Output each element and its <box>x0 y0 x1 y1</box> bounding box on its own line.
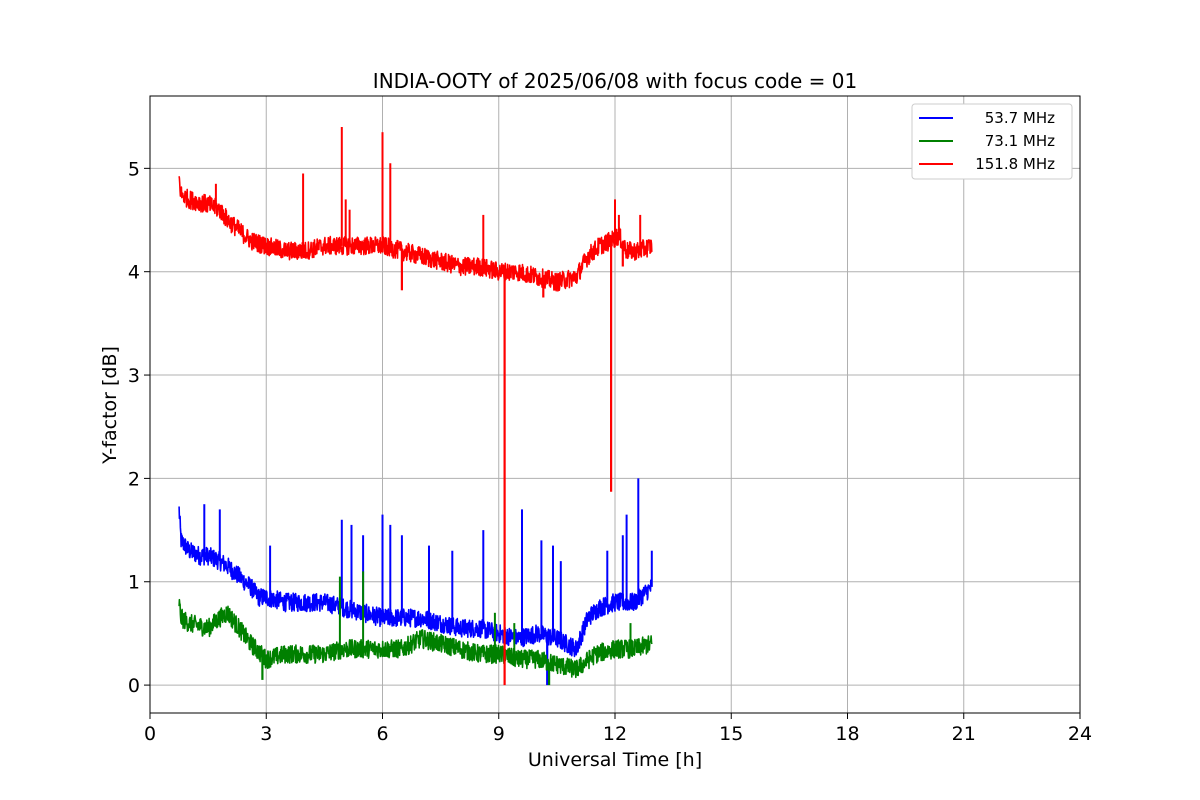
x-tick-label: 21 <box>952 723 976 745</box>
x-tick-label: 3 <box>260 723 272 745</box>
y-axis-ticks: 0 1 2 3 4 5 <box>128 158 150 697</box>
y-tick-label: 2 <box>128 468 140 490</box>
series-line <box>178 176 653 292</box>
x-tick-label: 15 <box>719 723 743 745</box>
legend-label: 73.1 MHz <box>985 132 1055 150</box>
x-tick-label: 18 <box>835 723 859 745</box>
x-tick-label: 0 <box>144 723 156 745</box>
x-tick-label: 6 <box>376 723 388 745</box>
chart-title: INDIA-OOTY of 2025/06/08 with focus code… <box>373 69 857 93</box>
y-tick-label: 3 <box>128 365 140 387</box>
y-axis-label: Y-factor [dB] <box>99 346 121 465</box>
y-tick-label: 1 <box>128 572 140 594</box>
x-tick-label: 9 <box>493 723 505 745</box>
series-line <box>178 506 653 658</box>
data-series <box>178 127 653 686</box>
x-axis-label: Universal Time [h] <box>528 749 702 771</box>
series-line <box>178 598 653 679</box>
legend-label: 151.8 MHz <box>975 155 1055 173</box>
y-tick-label: 5 <box>128 158 140 180</box>
series-2 <box>178 127 653 686</box>
legend-label: 53.7 MHz <box>985 109 1055 127</box>
series-1 <box>178 571 653 686</box>
x-tick-label: 12 <box>603 723 627 745</box>
y-tick-label: 0 <box>128 675 140 697</box>
x-tick-label: 24 <box>1068 723 1092 745</box>
legend-box <box>911 103 1073 180</box>
x-axis-ticks: 0 3 6 9 12 15 18 21 24 <box>144 713 1092 745</box>
legend: 53.7 MHz 73.1 MHz 151.8 MHz <box>911 103 1073 180</box>
y-tick-label: 4 <box>128 262 140 284</box>
